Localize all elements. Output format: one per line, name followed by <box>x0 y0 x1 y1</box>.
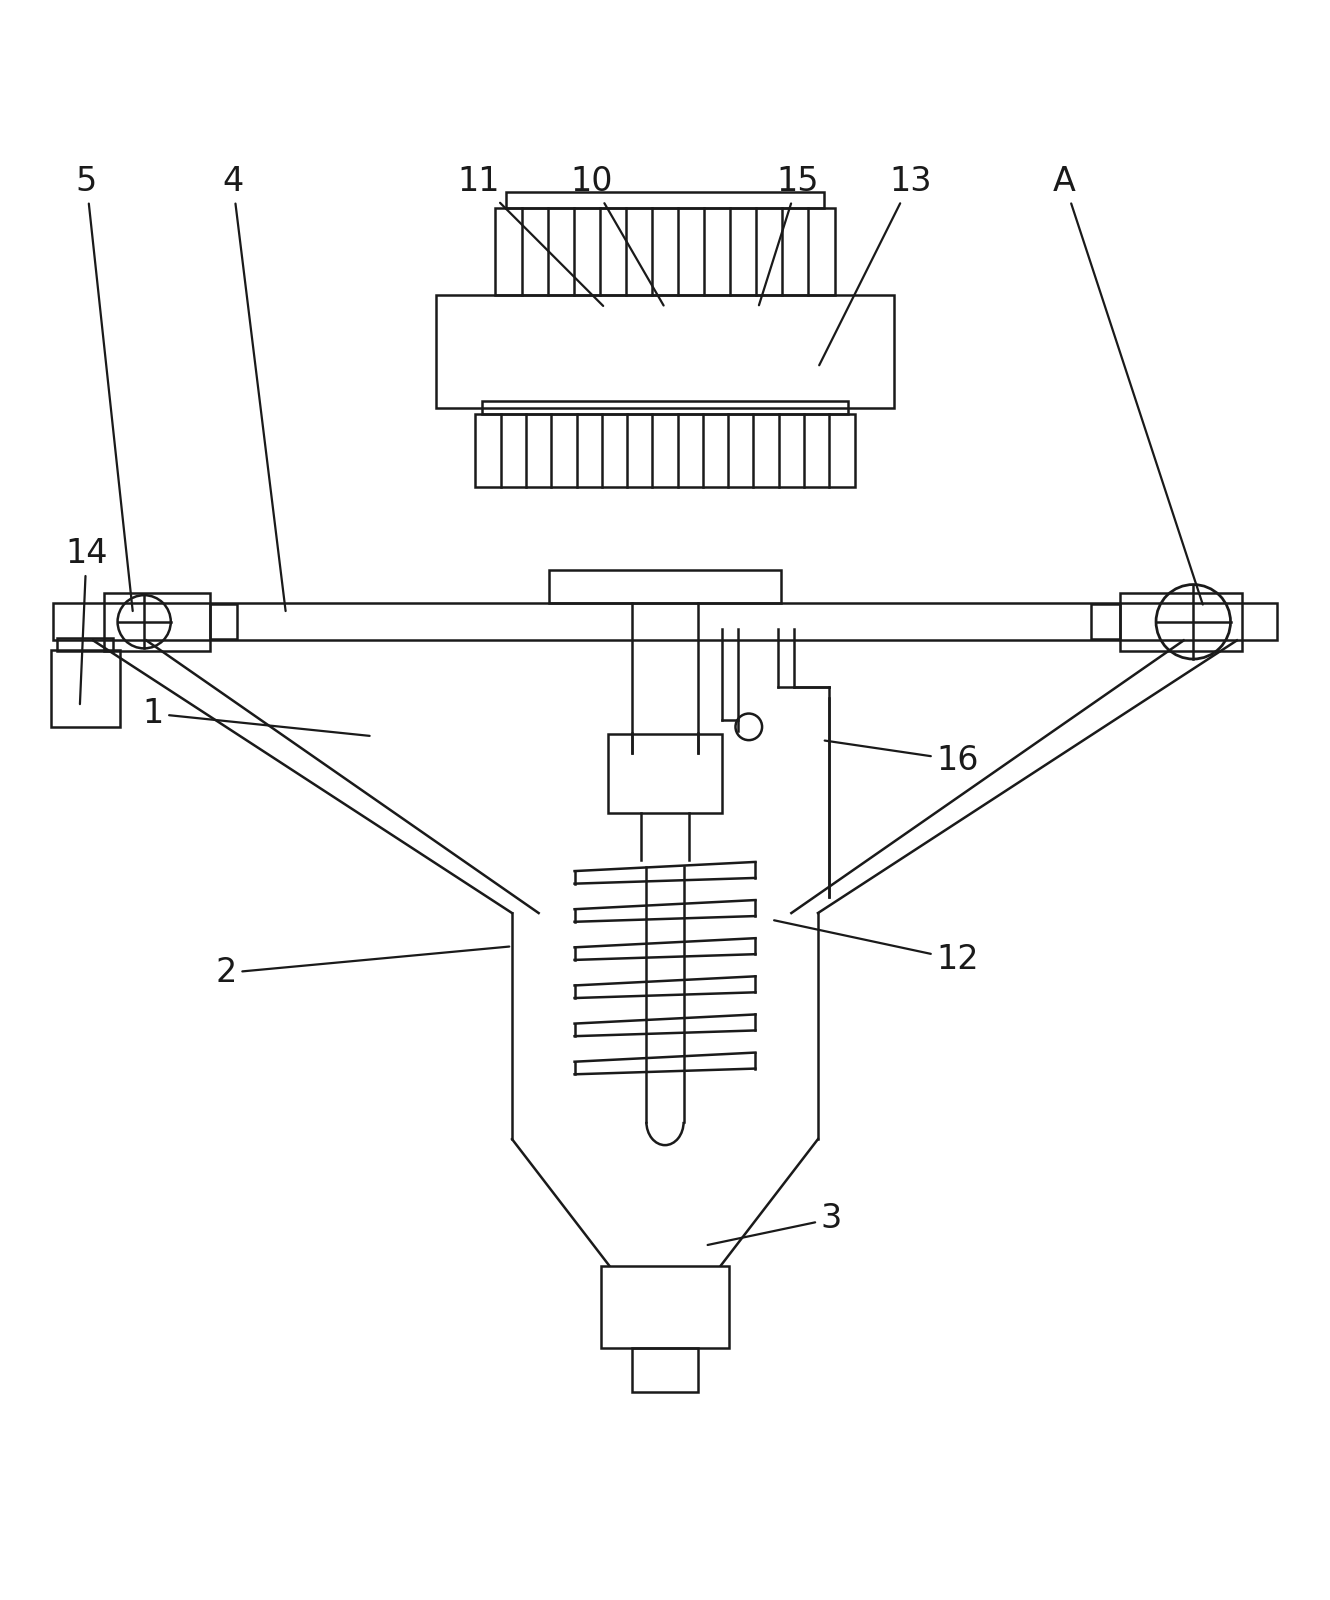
Text: 13: 13 <box>819 165 932 365</box>
Text: 3: 3 <box>708 1203 842 1245</box>
Bar <box>104 592 210 651</box>
Bar <box>549 570 781 603</box>
Text: A: A <box>1052 165 1202 605</box>
Text: 12: 12 <box>774 920 979 976</box>
Text: 15: 15 <box>759 165 819 306</box>
Bar <box>609 733 721 813</box>
Text: 4: 4 <box>222 165 286 611</box>
Bar <box>505 192 825 208</box>
Bar <box>53 603 1277 640</box>
Bar <box>1091 605 1120 640</box>
Bar <box>1120 592 1242 651</box>
Bar <box>210 605 237 640</box>
Text: 11: 11 <box>458 165 604 306</box>
Bar <box>51 650 120 726</box>
Bar <box>57 638 113 651</box>
Bar <box>483 402 849 414</box>
Bar <box>476 414 855 488</box>
Text: 1: 1 <box>142 698 370 736</box>
Text: 5: 5 <box>76 165 133 611</box>
Bar <box>601 1266 729 1347</box>
Text: 10: 10 <box>571 165 664 306</box>
Bar <box>496 208 835 294</box>
Text: 2: 2 <box>215 947 509 989</box>
Text: 16: 16 <box>825 741 979 776</box>
Bar <box>436 294 894 408</box>
Text: 14: 14 <box>65 538 108 704</box>
Bar <box>632 1347 698 1392</box>
